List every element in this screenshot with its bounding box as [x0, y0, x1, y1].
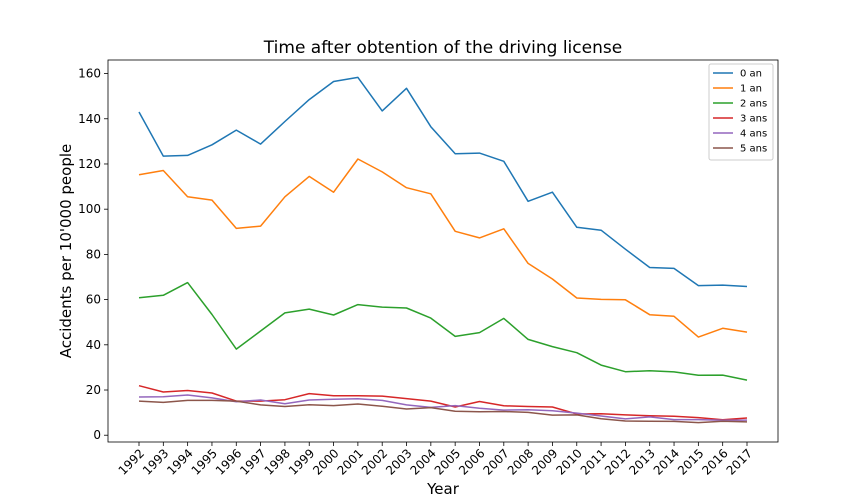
- legend-label: 3 ans: [740, 114, 767, 125]
- x-axis: 1992199319941995199619971998199920002001…: [116, 442, 755, 478]
- x-tick-label: 1999: [286, 446, 317, 477]
- x-tick-label: 2002: [359, 446, 390, 477]
- y-tick-label: 0: [93, 428, 101, 442]
- x-tick-label: 2004: [407, 446, 438, 477]
- series-line-6: [138, 399, 748, 424]
- series-layer: [138, 76, 748, 424]
- series-line-2: [138, 158, 748, 338]
- x-tick-label: 1996: [213, 446, 244, 477]
- x-tick-label: 2012: [602, 446, 633, 477]
- y-axis: 0 20 40 60 80 100 120 140 160: [78, 67, 108, 442]
- x-tick-label: 2008: [505, 446, 536, 477]
- x-tick-label: 1997: [237, 446, 268, 477]
- x-tick-label: 2016: [699, 446, 730, 477]
- x-tick-label: 1998: [262, 446, 293, 477]
- y-tick-label: 40: [86, 338, 101, 352]
- y-tick-label: 60: [86, 293, 101, 307]
- series-line-3: [138, 281, 748, 381]
- legend-label: 5 ans: [740, 144, 767, 155]
- legend-label: 1 an: [740, 84, 762, 95]
- x-tick-label: 2001: [335, 446, 366, 477]
- x-tick-label: 2005: [432, 446, 463, 477]
- x-tick-label: 2017: [724, 446, 755, 477]
- x-tick-label: 2013: [626, 446, 657, 477]
- x-tick-label: 2010: [553, 446, 584, 477]
- y-axis-title: Accidents per 10'000 people: [57, 144, 75, 359]
- x-tick-label: 1993: [140, 446, 171, 477]
- y-tick-label: 120: [78, 157, 101, 171]
- x-tick-label: 1995: [189, 446, 220, 477]
- x-tick-label: 2014: [651, 446, 682, 477]
- y-tick-label: 100: [78, 202, 101, 216]
- x-tick-label: 1994: [164, 446, 195, 477]
- x-tick-label: 1992: [116, 446, 147, 477]
- legend-label: 0 an: [740, 69, 762, 80]
- x-tick-label: 2003: [383, 446, 414, 477]
- y-tick-label: 160: [78, 67, 101, 81]
- x-tick-label: 2000: [310, 446, 341, 477]
- x-tick-label: 2015: [675, 446, 706, 477]
- x-tick-label: 2009: [529, 446, 560, 477]
- legend-label: 4 ans: [740, 129, 767, 140]
- series-line-1: [138, 76, 748, 288]
- y-tick-label: 20: [86, 383, 101, 397]
- series-line-4: [138, 384, 748, 421]
- x-tick-label: 2006: [456, 446, 487, 477]
- y-tick-label: 140: [78, 112, 101, 126]
- x-tick-label: 2007: [480, 446, 511, 477]
- x-axis-title: Year: [426, 480, 460, 498]
- chart-title: Time after obtention of the driving lice…: [263, 38, 622, 58]
- y-tick-label: 80: [86, 247, 101, 261]
- legend-label: 2 ans: [740, 99, 767, 110]
- plot-area: [107, 59, 779, 443]
- plot-frame: [107, 59, 779, 443]
- x-tick-label: 2011: [578, 446, 609, 477]
- legend: 0 an 1 an 2 ans 3 ans 4 ans 5 ans: [708, 63, 774, 161]
